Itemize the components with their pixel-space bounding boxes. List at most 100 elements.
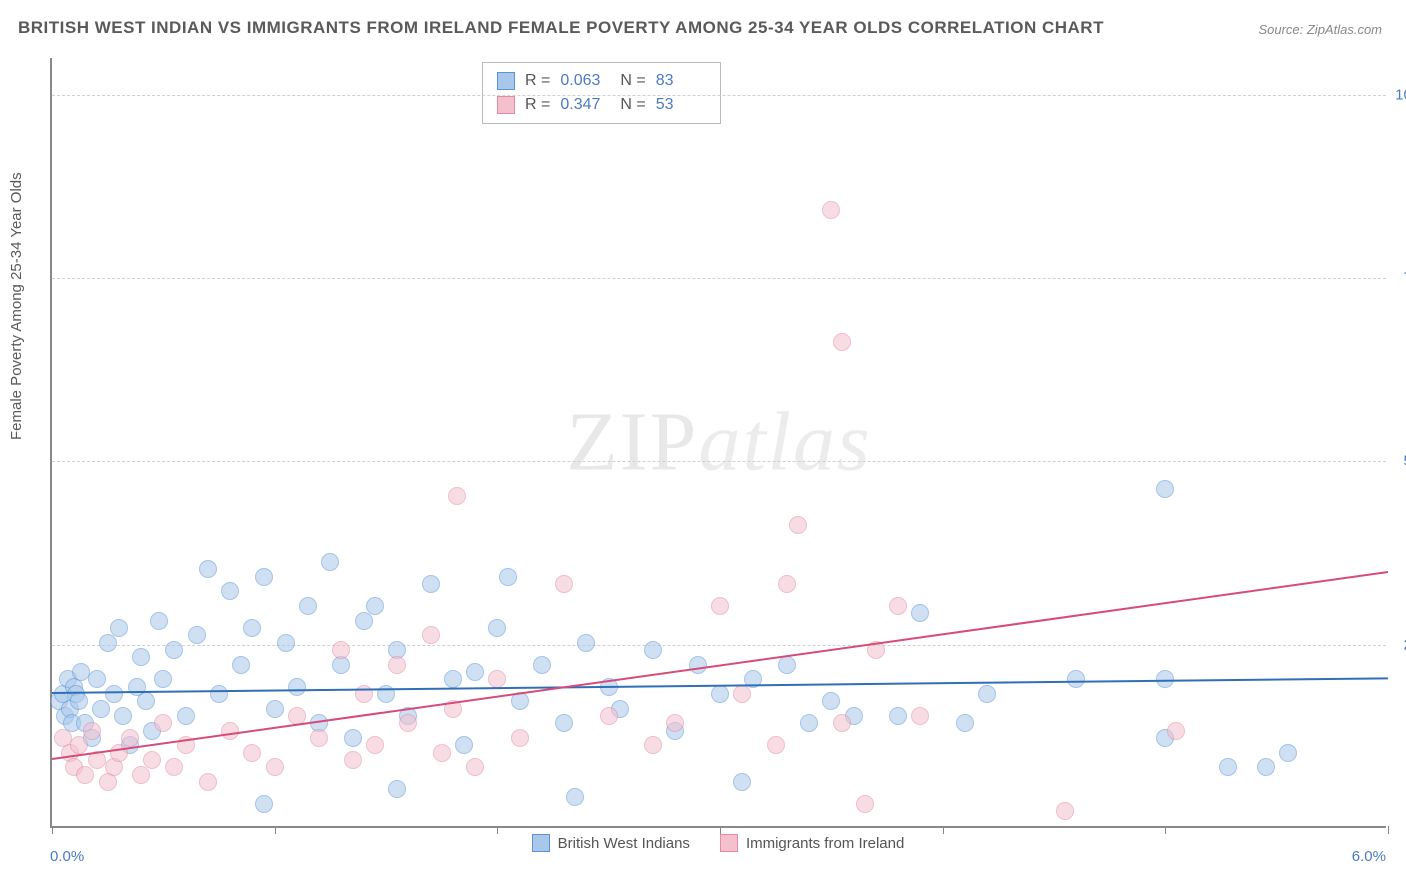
n-label-1: N = xyxy=(620,93,645,117)
data-point xyxy=(143,751,161,769)
data-point xyxy=(689,656,707,674)
data-point xyxy=(448,487,466,505)
x-tick xyxy=(1165,826,1166,834)
chart-title: BRITISH WEST INDIAN VS IMMIGRANTS FROM I… xyxy=(18,18,1104,38)
data-point xyxy=(266,700,284,718)
data-point xyxy=(833,333,851,351)
data-point xyxy=(388,780,406,798)
data-point xyxy=(266,758,284,776)
data-point xyxy=(132,648,150,666)
gridline xyxy=(52,95,1386,96)
data-point xyxy=(255,795,273,813)
data-point xyxy=(1167,722,1185,740)
data-point xyxy=(110,619,128,637)
data-point xyxy=(733,773,751,791)
data-point xyxy=(199,773,217,791)
data-point xyxy=(210,685,228,703)
data-point xyxy=(911,707,929,725)
data-point xyxy=(121,729,139,747)
data-point xyxy=(199,560,217,578)
data-point xyxy=(92,700,110,718)
data-point xyxy=(243,744,261,762)
data-point xyxy=(778,656,796,674)
data-point xyxy=(822,201,840,219)
data-point xyxy=(88,670,106,688)
data-point xyxy=(177,707,195,725)
x-tick xyxy=(720,826,721,834)
data-point xyxy=(243,619,261,637)
data-point xyxy=(232,656,250,674)
data-point xyxy=(165,641,183,659)
data-point xyxy=(154,714,172,732)
data-point xyxy=(150,612,168,630)
data-point xyxy=(433,744,451,762)
data-point xyxy=(105,685,123,703)
legend-label-1: Immigrants from Ireland xyxy=(746,835,904,852)
data-point xyxy=(288,678,306,696)
x-tick xyxy=(1388,826,1389,834)
data-point xyxy=(644,641,662,659)
data-point xyxy=(889,597,907,615)
data-point xyxy=(1257,758,1275,776)
data-point xyxy=(978,685,996,703)
data-point xyxy=(733,685,751,703)
data-point xyxy=(466,663,484,681)
data-point xyxy=(1219,758,1237,776)
data-point xyxy=(137,692,155,710)
n-label-0: N = xyxy=(620,69,645,93)
gridline xyxy=(52,278,1386,279)
data-point xyxy=(778,575,796,593)
data-point xyxy=(533,656,551,674)
data-point xyxy=(577,634,595,652)
legend-item-1: Immigrants from Ireland xyxy=(720,834,904,852)
data-point xyxy=(355,612,373,630)
x-tick xyxy=(275,826,276,834)
data-point xyxy=(344,751,362,769)
stats-row-1: R = 0.347 N = 53 xyxy=(497,93,706,117)
data-point xyxy=(789,516,807,534)
data-point xyxy=(767,736,785,754)
source-label: Source: ZipAtlas.com xyxy=(1258,22,1382,37)
data-point xyxy=(366,736,384,754)
data-point xyxy=(566,788,584,806)
stats-legend: R = 0.063 N = 83 R = 0.347 N = 53 xyxy=(482,62,721,124)
legend-swatch-0 xyxy=(532,834,550,852)
data-point xyxy=(99,634,117,652)
data-point xyxy=(644,736,662,754)
data-point xyxy=(344,729,362,747)
legend-item-0: British West Indians xyxy=(532,834,690,852)
data-point xyxy=(165,758,183,776)
data-point xyxy=(83,722,101,740)
data-point xyxy=(833,714,851,732)
data-point xyxy=(889,707,907,725)
x-tick xyxy=(943,826,944,834)
watermark-zip: ZIP xyxy=(566,396,698,489)
watermark-atlas: atlas xyxy=(698,396,871,489)
data-point xyxy=(110,744,128,762)
data-point xyxy=(956,714,974,732)
data-point xyxy=(499,568,517,586)
stats-row-0: R = 0.063 N = 83 xyxy=(497,69,706,93)
data-point xyxy=(600,707,618,725)
data-point xyxy=(255,568,273,586)
gridline xyxy=(52,645,1386,646)
legend-label-0: British West Indians xyxy=(558,835,690,852)
data-point xyxy=(1067,670,1085,688)
data-point xyxy=(310,729,328,747)
data-point xyxy=(911,604,929,622)
data-point xyxy=(711,597,729,615)
data-point xyxy=(511,729,529,747)
data-point xyxy=(422,626,440,644)
data-point xyxy=(444,670,462,688)
data-point xyxy=(1279,744,1297,762)
data-point xyxy=(70,692,88,710)
x-tick xyxy=(497,826,498,834)
data-point xyxy=(822,692,840,710)
data-point xyxy=(466,758,484,776)
data-point xyxy=(70,736,88,754)
data-point xyxy=(1056,802,1074,820)
data-point xyxy=(666,714,684,732)
data-point xyxy=(555,714,573,732)
swatch-1 xyxy=(497,96,515,114)
x-tick xyxy=(52,826,53,834)
